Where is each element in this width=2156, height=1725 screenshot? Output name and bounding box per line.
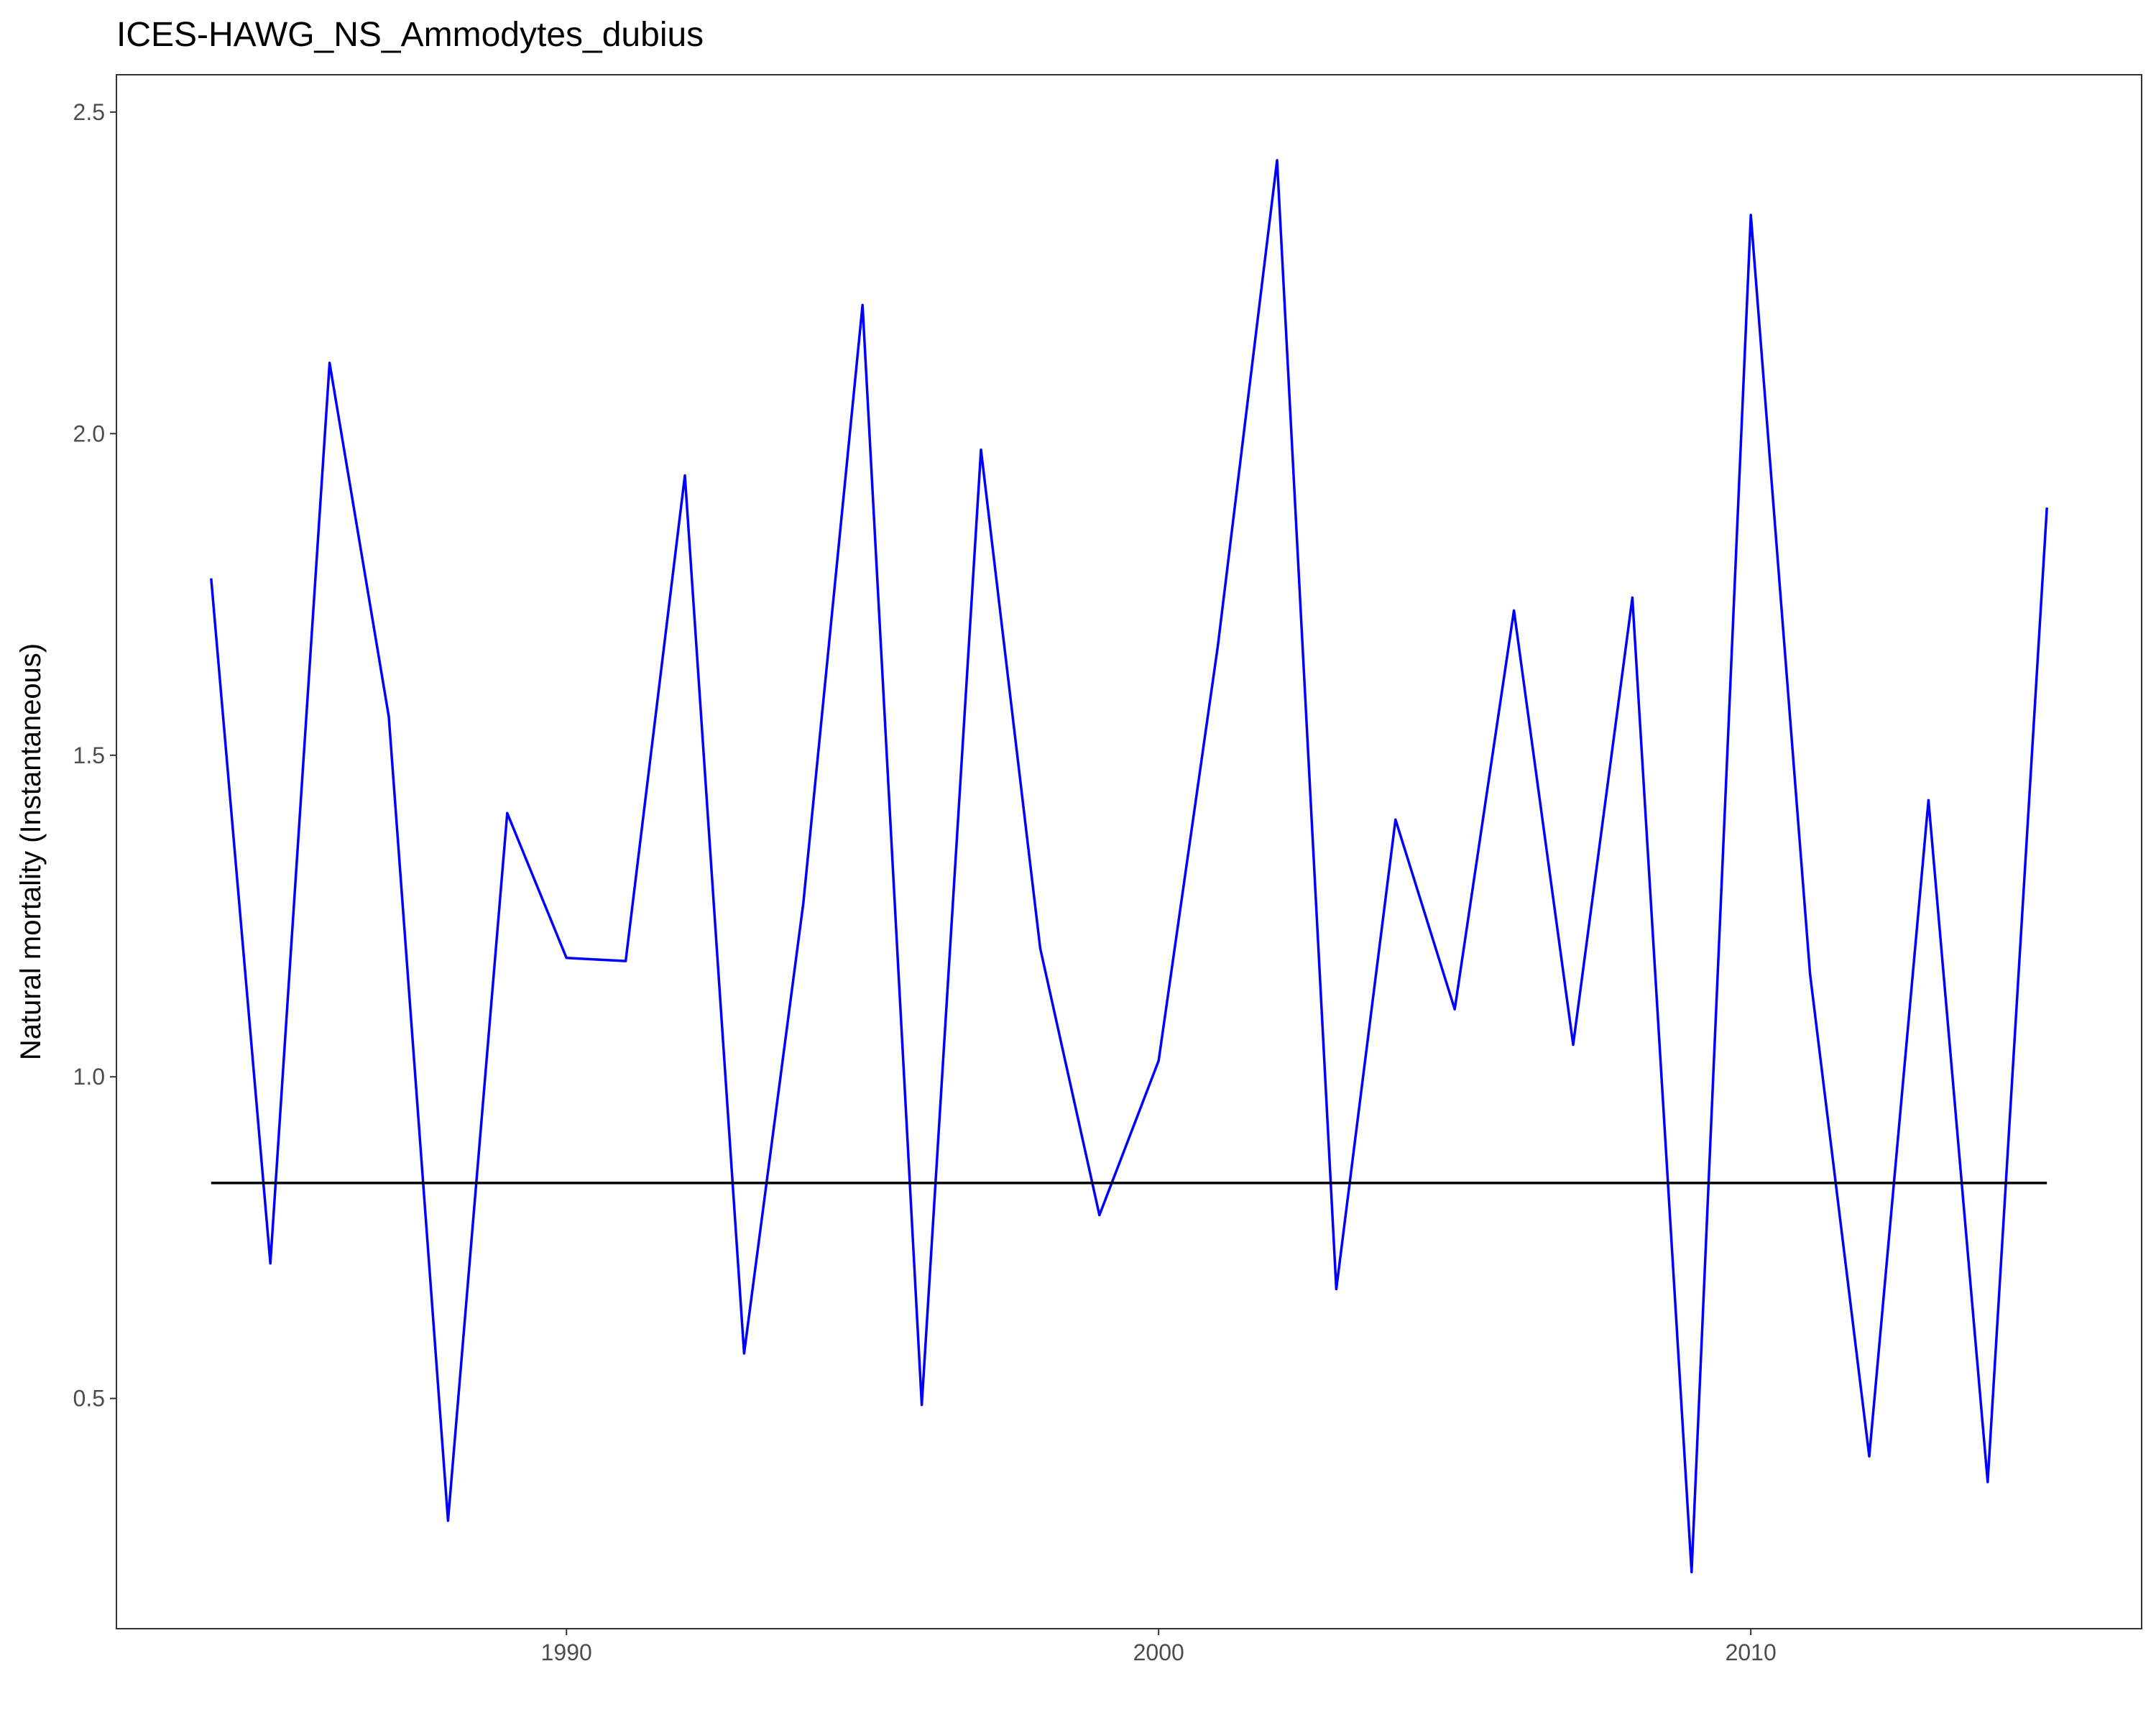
series-layer — [210, 159, 2048, 1574]
plot-panel — [116, 74, 2142, 1629]
y-tick-label: 2.5 — [73, 99, 105, 125]
y-axis-title: Natural mortality (Instantaneous) — [15, 643, 47, 1060]
x-tick-label: 1990 — [541, 1639, 592, 1665]
x-axis: 1990 2000 2010 — [541, 1629, 1777, 1665]
y-tick-label: 1.5 — [73, 742, 105, 768]
mortality-series-line — [210, 159, 2048, 1574]
x-tick-label: 2000 — [1133, 1639, 1184, 1665]
y-axis: 0.5 1.0 1.5 2.0 2.5 — [73, 99, 116, 1412]
chart-title: ICES-HAWG_NS_Ammodytes_dubius — [116, 16, 704, 54]
y-tick-label: 1.0 — [73, 1064, 105, 1090]
y-tick-label: 0.5 — [73, 1386, 105, 1412]
x-tick-label: 2010 — [1726, 1639, 1777, 1665]
y-tick-label: 2.0 — [73, 420, 105, 446]
